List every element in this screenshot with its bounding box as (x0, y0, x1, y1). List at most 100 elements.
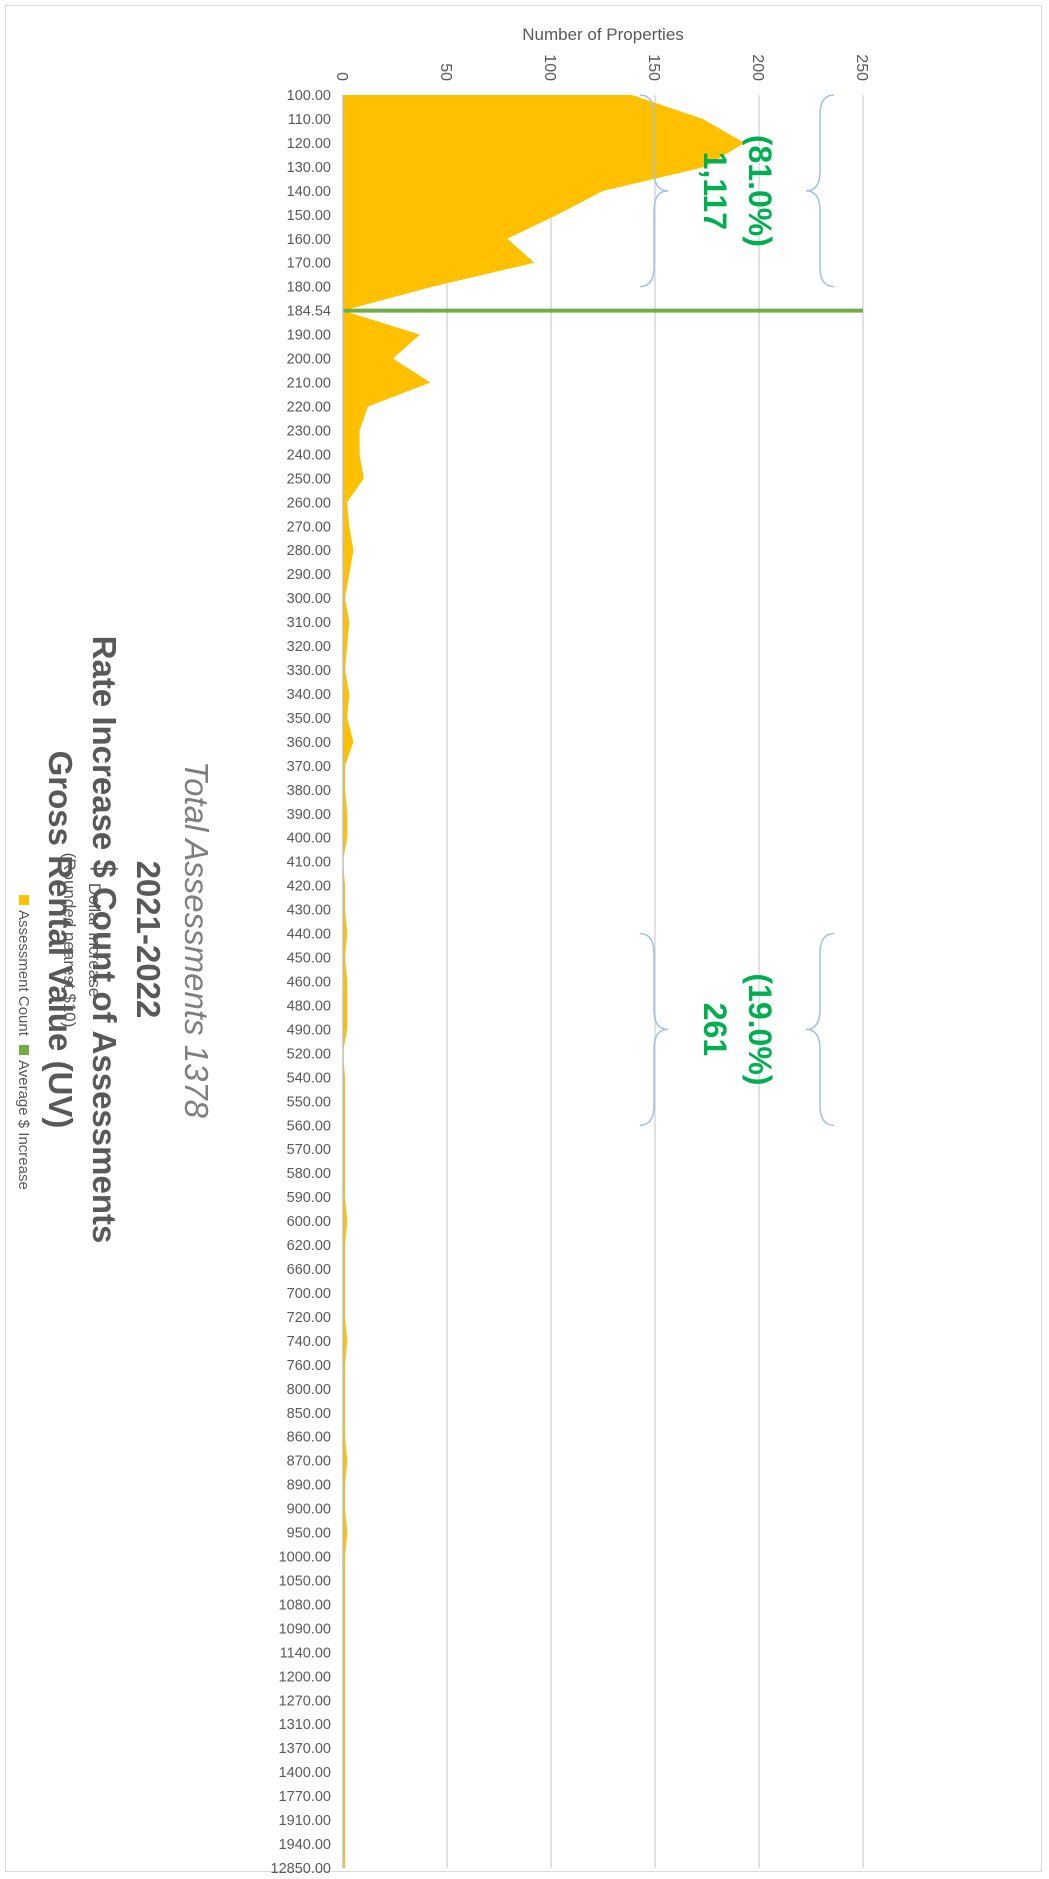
annotation-brace (639, 94, 669, 288)
x-axis-label-line-2: (Rounded nearest $10) (60, 853, 79, 1028)
x-tick-label: 430.00 (287, 903, 331, 919)
annotation-count: 261 (697, 1003, 733, 1056)
x-tick-label: 440.00 (287, 927, 331, 943)
x-tick-label: 460.00 (287, 975, 331, 991)
x-tick-label: 160.00 (287, 232, 331, 248)
x-tick-label: 200.00 (287, 352, 331, 368)
x-tick-label: 230.00 (287, 423, 331, 439)
x-tick-label: 210.00 (287, 376, 331, 392)
x-tick-label: 450.00 (287, 951, 331, 967)
x-tick-label: 300.00 (287, 591, 331, 607)
x-tick-label: 360.00 (287, 735, 331, 751)
x-tick-label: 330.00 (287, 663, 331, 679)
x-tick-label: 490.00 (287, 1022, 331, 1038)
x-tick-label: 540.00 (287, 1070, 331, 1086)
y-tick-label: 0 (333, 72, 350, 81)
x-tick-label: 280.00 (287, 543, 331, 559)
x-tick-label: 1400.00 (279, 1765, 331, 1781)
x-tick-label: 1090.00 (279, 1621, 331, 1637)
x-tick-label: 850.00 (287, 1406, 331, 1422)
x-tick-labels: 100.00 110.00 120.00 130.00 140.00 150.00 160.… (271, 88, 331, 1877)
x-tick-label: 410.00 (287, 855, 331, 871)
x-tick-label: 100.00 (287, 88, 331, 104)
x-tick-label: 290.00 (287, 567, 331, 583)
area-series (343, 95, 745, 1868)
x-tick-label: 1050.00 (279, 1573, 331, 1589)
y-tick-label: 250 (853, 54, 870, 81)
legend-swatch-average-increase (19, 1045, 29, 1055)
x-tick-label: 240.00 (287, 447, 331, 463)
annotation-count: 1,117 (697, 152, 733, 230)
y-tick-label: 150 (645, 54, 662, 81)
x-tick-label: 570.00 (287, 1142, 331, 1158)
annotations: 1,117 (81.0%) 261 (19.0%) (639, 94, 835, 1127)
x-tick-label: 590.00 (287, 1190, 331, 1206)
x-tick-label: 1200.00 (279, 1669, 331, 1685)
x-tick-label: 12850.00 (271, 1861, 331, 1877)
x-tick-label: 620.00 (287, 1238, 331, 1254)
x-tick-label: 890.00 (287, 1478, 331, 1494)
x-tick-label: 340.00 (287, 687, 331, 703)
x-tick-label: 870.00 (287, 1454, 331, 1470)
x-tick-label: 260.00 (287, 495, 331, 511)
x-axis-label: Dollar Increase (85, 883, 104, 997)
x-tick-label: 130.00 (287, 160, 331, 176)
legend-label-assessment-count: Assessment Count (15, 910, 32, 1037)
y-axis-label: Number of Properties (522, 25, 684, 44)
x-tick-label: 320.00 (287, 639, 331, 655)
x-tick-label: 950.00 (287, 1526, 331, 1542)
x-tick-label: 560.00 (287, 1118, 331, 1134)
x-tick-label: 150.00 (287, 208, 331, 224)
annotation-percent: (19.0%) (742, 973, 778, 1085)
x-tick-label: 220.00 (287, 399, 331, 415)
area-assessment-count (343, 95, 745, 1868)
x-tick-label: 1140.00 (280, 1645, 331, 1661)
legend: Assessment Count Average $ Increase (15, 895, 32, 1190)
x-tick-label: 480.00 (287, 998, 331, 1014)
x-tick-label: 1000.00 (279, 1550, 331, 1566)
y-tick-label: 50 (437, 63, 454, 81)
y-tick-labels: 0 50 100 150 200 250 (333, 54, 870, 81)
x-tick-label: 1910.00 (279, 1813, 331, 1829)
x-tick-label: 190.00 (287, 328, 331, 344)
annotation-brace (805, 932, 835, 1127)
x-tick-label: 250.00 (287, 471, 331, 487)
x-tick-label: 700.00 (287, 1286, 331, 1302)
x-tick-label: 350.00 (287, 711, 331, 727)
annotation-brace (805, 94, 835, 288)
x-tick-label: 1080.00 (279, 1597, 331, 1613)
x-tick-label: 380.00 (287, 783, 331, 799)
legend-swatch-assessment-count (19, 895, 29, 905)
x-tick-label: 180.00 (287, 280, 331, 296)
x-tick-label: 310.00 (287, 615, 331, 631)
x-tick-label: 1370.00 (279, 1741, 331, 1757)
x-tick-label: 900.00 (287, 1502, 331, 1518)
chart-frame (5, 5, 1042, 1872)
x-tick-label: 550.00 (287, 1094, 331, 1110)
x-tick-label: 1270.00 (279, 1693, 331, 1709)
x-tick-label: 860.00 (287, 1430, 331, 1446)
x-tick-label: 390.00 (287, 807, 331, 823)
x-tick-label: 1940.00 (279, 1837, 331, 1853)
x-tick-label: 1770.00 (279, 1789, 331, 1805)
annotation-brace (639, 932, 669, 1127)
x-tick-label: 760.00 (287, 1358, 331, 1374)
x-tick-label: 420.00 (287, 879, 331, 895)
x-tick-label: 400.00 (287, 831, 331, 847)
x-tick-label: 120.00 (287, 136, 331, 152)
x-tick-label: 520.00 (287, 1046, 331, 1062)
legend-label-average-increase: Average $ Increase (15, 1060, 32, 1190)
x-tick-label: 170.00 (287, 256, 331, 272)
x-tick-label: 1310.00 (279, 1717, 331, 1733)
x-tick-label: 660.00 (287, 1262, 331, 1278)
y-tick-label: 200 (749, 54, 766, 81)
x-tick-label: 740.00 (287, 1334, 331, 1350)
x-tick-label: 720.00 (287, 1310, 331, 1326)
x-tick-label: 184.54 (287, 304, 331, 320)
x-tick-label: 140.00 (287, 184, 331, 200)
x-tick-label: 600.00 (287, 1214, 331, 1230)
x-tick-label: 270.00 (287, 519, 331, 535)
x-tick-label: 800.00 (287, 1382, 331, 1398)
